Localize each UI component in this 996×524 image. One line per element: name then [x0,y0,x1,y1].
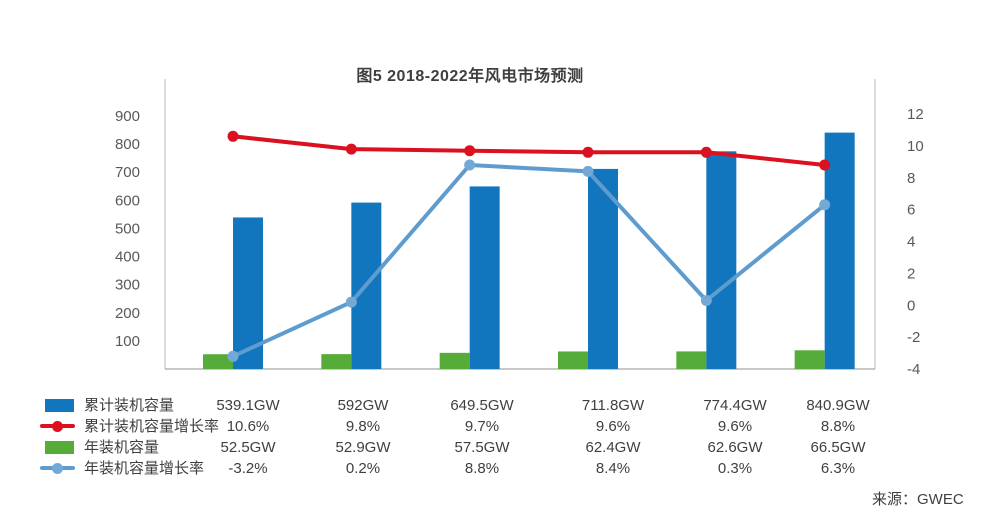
legend-table-row: 累计装机容量 539.1GW 592GW 649.5GW 711.8GW 774.4GW 8… [0,395,996,416]
right-axis-tick-label: -2 [907,329,920,346]
bar-cumulative-capacity [824,132,855,369]
cumulative-growth-line-marker [345,143,357,155]
left-axis-tick-label: 800 [115,136,140,153]
series-label: 累计装机容量增长率 [84,418,220,435]
series-value: -3.2% [228,460,268,477]
source-credit: 来源：GWEC [872,491,964,508]
annual-growth-line-marker [227,350,239,362]
right-axis-tick-label: 4 [907,234,915,251]
bar-annual-capacity [203,354,233,369]
annual-growth-line-marker [345,296,357,308]
annual-growth-line-marker [700,295,712,306]
legend-swatch-annual-bar [0,437,80,458]
bar-cumulative-capacity [588,168,618,369]
series-value: 649.5GW [450,397,514,414]
left-axis-tick-label: 100 [115,333,140,350]
right-axis-tick-label: 8 [907,170,915,187]
right-axis-tick-label: 0 [907,297,915,314]
series-value: 774.4GW [703,397,767,414]
left-axis-tick-label: 900 [115,108,140,125]
annual-growth-line-marker [582,165,594,177]
cumulative-growth-line-marker [819,159,831,171]
legend-table-row: 年装机容量增长率 -3.2% 0.2% 8.8% 8.4% 0.3% 6.3% [0,458,996,479]
series-value: 52.5GW [220,439,276,456]
series-value: 9.8% [345,418,381,435]
legend-swatch-annual-growth-line [0,458,80,479]
cumulative-growth-line-marker [464,145,476,157]
bar-cumulative-capacity [706,151,737,369]
legend-table-row: 累计装机容量增长率 10.6% 9.8% 9.7% 9.6% 9.6% 8.8% [0,416,996,437]
right-axis-tick-label: 2 [907,265,915,282]
series-value: 539.1GW [216,397,280,414]
bar-annual-capacity [676,351,707,369]
annual-growth-line-path [231,163,827,359]
bar-annual-capacity [558,351,588,369]
series-value: 52.9GW [335,439,391,456]
series-value: 0.2% [345,460,381,477]
annual-growth-line [227,159,831,362]
series-value: 62.4GW [585,439,641,456]
series-value: 840.9GW [806,397,870,414]
series-value: 66.5GW [810,439,866,456]
series-label: 累计装机容量 [84,397,175,414]
cumulative-growth-line [227,130,831,171]
line-marker-icon [52,421,63,432]
series-value: 8.8% [820,418,856,435]
line-marker-icon [52,463,63,474]
series-value: 57.5GW [454,439,510,456]
legend-table-row: 年装机容量 52.5GW 52.9GW 57.5GW 62.4GW 62.6GW 66.5G… [0,437,996,458]
cumulative-growth-line-path [231,134,827,167]
left-axis-tick-label: 200 [115,305,140,322]
series-value: 9.6% [595,418,631,435]
left-axis-tick-label: 300 [115,277,140,294]
legend-swatch-cumulative-bar [0,395,80,416]
series-value: 9.6% [717,418,753,435]
right-axis-tick-label: 6 [907,202,915,219]
series-value: 592GW [337,397,389,414]
series-value: 8.4% [595,460,631,477]
bar-swatch-icon [45,441,74,454]
left-axis-tick-label: 600 [115,192,140,209]
cumulative-growth-line-marker [227,130,239,142]
bar-cumulative-capacity [469,186,500,369]
right-axis-tick-label: 12 [907,106,924,123]
cumulative-growth-line-marker [700,146,712,158]
left-axis-tick-label: 400 [115,249,140,266]
series-label: 年装机容量 [84,439,160,456]
bar-annual-capacity [439,352,470,369]
series-value: 9.7% [464,418,500,435]
series-value: 8.8% [464,460,500,477]
annual-growth-line-marker [464,159,476,171]
left-axis-tick-label: 500 [115,220,140,237]
series-value: 62.6GW [707,439,763,456]
bar-swatch-icon [45,399,74,412]
series-value: 711.8GW [581,397,645,414]
series-value: 0.3% [717,460,753,477]
right-axis-tick-label: -4 [907,361,920,378]
chart-title: 图5 2018-2022年风电市场预测 [356,68,584,85]
legend-swatch-cumulative-growth-line [0,416,80,437]
cumulative-growth-line-marker [582,146,594,158]
bar-annual-capacity [794,350,825,369]
series-value: 10.6% [226,418,270,435]
bar-annual-capacity [321,354,352,369]
series-label: 年装机容量增长率 [84,460,205,477]
right-axis-tick-label: 10 [907,138,924,155]
annual-growth-line-marker [819,199,831,211]
left-axis-tick-label: 700 [115,164,140,181]
annual-capacity-bars [203,350,825,369]
series-value: 6.3% [820,460,856,477]
